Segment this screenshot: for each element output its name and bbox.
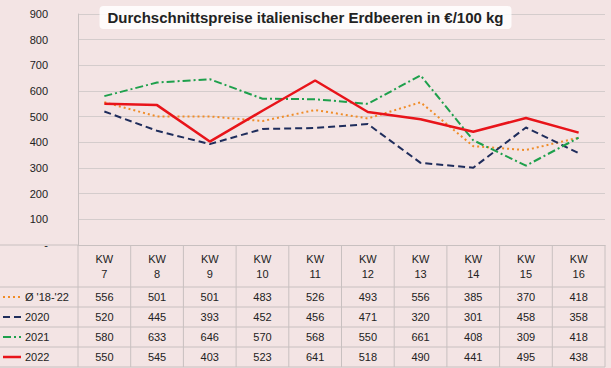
- svg-text:393: 393: [201, 311, 219, 323]
- svg-text:301: 301: [464, 311, 482, 323]
- svg-text:403: 403: [201, 351, 219, 363]
- svg-text:700: 700: [30, 59, 48, 71]
- svg-text:495: 495: [517, 351, 535, 363]
- svg-text:16: 16: [573, 268, 585, 280]
- svg-text:438: 438: [569, 351, 587, 363]
- svg-text:452: 452: [253, 311, 271, 323]
- svg-text:13: 13: [414, 268, 426, 280]
- svg-text:490: 490: [411, 351, 429, 363]
- svg-text:309: 309: [517, 331, 535, 343]
- svg-text:KW: KW: [517, 253, 535, 265]
- svg-text:408: 408: [464, 331, 482, 343]
- svg-text:545: 545: [148, 351, 166, 363]
- svg-text:10: 10: [256, 268, 268, 280]
- svg-text:300: 300: [30, 162, 48, 174]
- svg-text:15: 15: [520, 268, 532, 280]
- svg-text:646: 646: [201, 331, 219, 343]
- svg-text:KW: KW: [412, 253, 430, 265]
- svg-text:441: 441: [464, 351, 482, 363]
- svg-text:501: 501: [201, 291, 219, 303]
- svg-text:483: 483: [253, 291, 271, 303]
- svg-text:471: 471: [359, 311, 377, 323]
- svg-text:550: 550: [95, 351, 113, 363]
- svg-text:518: 518: [359, 351, 377, 363]
- svg-text:KW: KW: [464, 253, 482, 265]
- svg-text:900: 900: [30, 8, 48, 20]
- svg-text:2021: 2021: [25, 331, 49, 343]
- svg-text:550: 550: [359, 331, 377, 343]
- svg-text:320: 320: [411, 311, 429, 323]
- svg-text:556: 556: [411, 291, 429, 303]
- svg-text:633: 633: [148, 331, 166, 343]
- svg-text:418: 418: [569, 291, 587, 303]
- svg-text:9: 9: [207, 268, 213, 280]
- svg-text:445: 445: [148, 311, 166, 323]
- svg-text:400: 400: [30, 136, 48, 148]
- svg-text:KW: KW: [359, 253, 377, 265]
- svg-text:526: 526: [306, 291, 324, 303]
- svg-text:523: 523: [253, 351, 271, 363]
- svg-text:520: 520: [95, 311, 113, 323]
- svg-text:800: 800: [30, 34, 48, 46]
- svg-text:KW: KW: [254, 253, 272, 265]
- svg-text:14: 14: [467, 268, 479, 280]
- svg-text:568: 568: [306, 331, 324, 343]
- svg-text:493: 493: [359, 291, 377, 303]
- svg-text:KW: KW: [306, 253, 324, 265]
- svg-text:456: 456: [306, 311, 324, 323]
- svg-text:KW: KW: [570, 253, 588, 265]
- svg-text:11: 11: [309, 268, 320, 280]
- svg-text:Durchschnittspreise italienisc: Durchschnittspreise italienischer Erdbee…: [108, 9, 504, 26]
- svg-text:641: 641: [306, 351, 324, 363]
- svg-text:KW: KW: [95, 253, 113, 265]
- svg-text:200: 200: [30, 188, 48, 200]
- svg-text:500: 500: [30, 111, 48, 123]
- svg-text:370: 370: [517, 291, 535, 303]
- svg-text:570: 570: [253, 331, 271, 343]
- svg-text:2020: 2020: [25, 311, 49, 323]
- svg-text:385: 385: [464, 291, 482, 303]
- svg-text:2022: 2022: [25, 351, 49, 363]
- svg-text:Ø '18-'22: Ø '18-'22: [25, 291, 69, 303]
- svg-text:458: 458: [517, 311, 535, 323]
- svg-text:556: 556: [95, 291, 113, 303]
- svg-text:661: 661: [411, 331, 429, 343]
- svg-text:358: 358: [569, 311, 587, 323]
- svg-text:-: -: [44, 239, 48, 251]
- svg-text:8: 8: [154, 268, 160, 280]
- svg-text:580: 580: [95, 331, 113, 343]
- svg-text:KW: KW: [148, 253, 166, 265]
- svg-text:501: 501: [148, 291, 166, 303]
- svg-text:7: 7: [101, 268, 107, 280]
- svg-text:KW: KW: [201, 253, 219, 265]
- svg-text:12: 12: [362, 268, 374, 280]
- svg-text:100: 100: [30, 213, 48, 225]
- svg-text:418: 418: [569, 331, 587, 343]
- svg-text:600: 600: [30, 85, 48, 97]
